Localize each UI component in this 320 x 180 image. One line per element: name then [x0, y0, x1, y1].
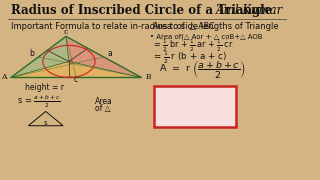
- Text: c: c: [64, 28, 68, 36]
- Text: A  =  r $\left(\dfrac{a+b+c}{2}\right)$: A = r $\left(\dfrac{a+b+c}{2}\right)$: [159, 58, 245, 80]
- Text: = $\frac{1}{2}$ r (b + a + c): = $\frac{1}{2}$ r (b + a + c): [153, 49, 227, 66]
- Text: s = $\frac{a+b+c}{2}$: s = $\frac{a+b+c}{2}$: [17, 94, 60, 110]
- Text: = $\frac{1}{2}$ br + $\frac{1}{2}$ ar + $\frac{1}{2}$ cr: = $\frac{1}{2}$ br + $\frac{1}{2}$ ar + …: [153, 38, 234, 54]
- Text: Area  of  △ ABC: Area of △ ABC: [153, 22, 215, 31]
- Text: a: a: [107, 49, 112, 58]
- Text: A: A: [1, 73, 6, 82]
- Text: r = $\dfrac{A}{s}$: r = $\dfrac{A}{s}$: [180, 104, 210, 125]
- Text: b: b: [29, 49, 34, 58]
- Text: r: r: [69, 59, 72, 65]
- Text: A = rs: A = rs: [177, 94, 213, 103]
- Text: c: c: [74, 75, 78, 84]
- Text: s: s: [44, 120, 48, 126]
- Polygon shape: [66, 36, 141, 78]
- Text: • Area of(△ Aor + △ coB+△ AOB: • Area of(△ Aor + △ coB+△ AOB: [150, 33, 263, 40]
- Polygon shape: [11, 36, 69, 78]
- Text: Area: Area: [95, 97, 113, 106]
- Text: height = r: height = r: [25, 83, 64, 92]
- Polygon shape: [11, 61, 141, 78]
- Text: of △: of △: [95, 103, 111, 112]
- Text: Radius of Inscribed Circle of a Triangle: Radius of Inscribed Circle of a Triangle: [11, 4, 272, 17]
- Text: Important Formula to relate in-radius to side lengths of Triangle: Important Formula to relate in-radius to…: [11, 22, 278, 31]
- Text: B: B: [146, 73, 151, 82]
- Text: Anil Kumar: Anil Kumar: [216, 4, 284, 17]
- FancyBboxPatch shape: [155, 86, 236, 127]
